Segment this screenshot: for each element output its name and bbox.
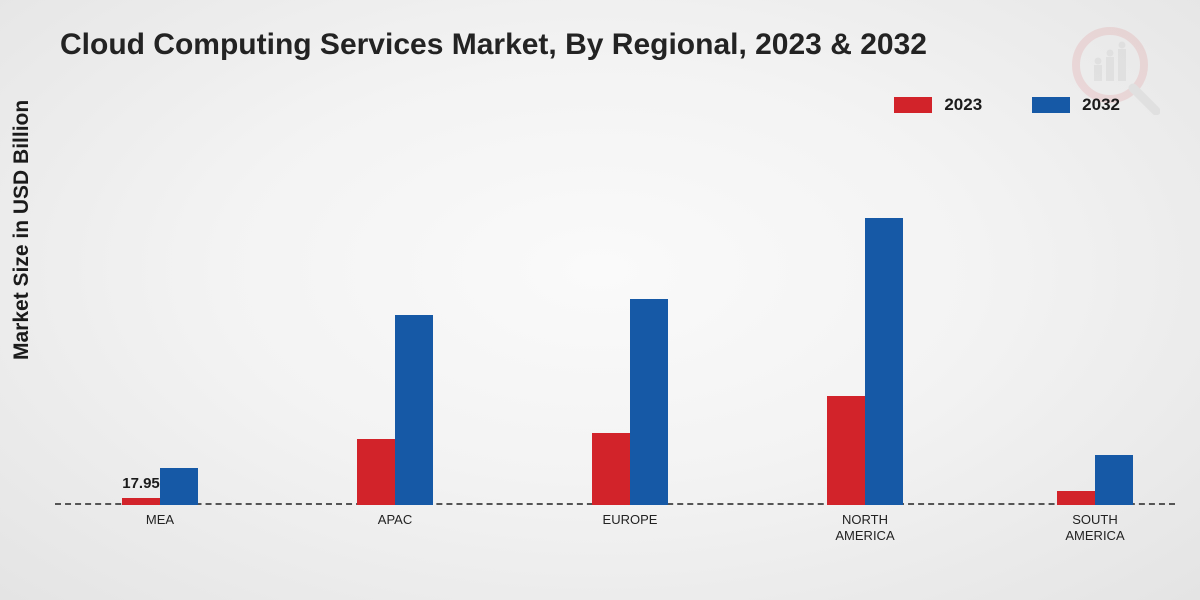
plot-area: 17.95 [55, 175, 1175, 505]
chart-title: Cloud Computing Services Market, By Regi… [60, 28, 927, 62]
legend-label-2023: 2023 [944, 95, 982, 115]
value-label-mea-2023: 17.95 [122, 475, 160, 492]
bar-apac-2023 [357, 439, 395, 505]
x-label-south_america: SOUTH AMERICA [1065, 512, 1124, 545]
legend-swatch-2023 [894, 97, 932, 113]
bar-group-south_america [1057, 455, 1133, 505]
bar-north_america-2023 [827, 396, 865, 505]
x-label-mea: MEA [146, 512, 174, 528]
bar-north_america-2032 [865, 218, 903, 505]
bar-group-apac [357, 315, 433, 505]
bar-group-north_america [827, 218, 903, 505]
legend-item-2023: 2023 [894, 95, 982, 115]
legend-item-2032: 2032 [1032, 95, 1120, 115]
bar-mea-2032 [160, 468, 198, 505]
bar-group-europe [592, 299, 668, 505]
x-label-apac: APAC [378, 512, 412, 528]
bar-europe-2032 [630, 299, 668, 505]
bar-mea-2023 [122, 498, 160, 505]
legend: 2023 2032 [894, 95, 1120, 115]
x-label-europe: EUROPE [603, 512, 658, 528]
bar-south_america-2032 [1095, 455, 1133, 505]
legend-label-2032: 2032 [1082, 95, 1120, 115]
bar-apac-2032 [395, 315, 433, 505]
y-axis-label: Market Size in USD Billion [10, 100, 34, 360]
legend-swatch-2032 [1032, 97, 1070, 113]
bar-europe-2023 [592, 433, 630, 505]
x-axis-labels: MEA APAC EUROPE NORTH AMERICA SOUTH AMERICA [55, 512, 1175, 562]
bar-south_america-2023 [1057, 491, 1095, 505]
x-label-north_america: NORTH AMERICA [835, 512, 894, 545]
